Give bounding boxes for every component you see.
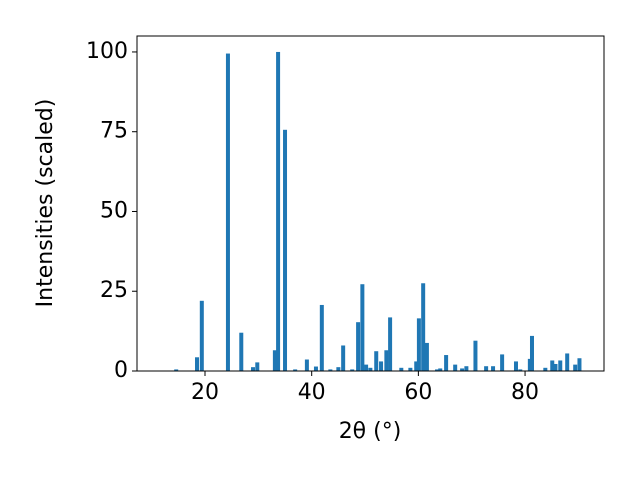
bar [199,300,204,371]
bar [360,284,365,371]
x-tick-label: 80 [511,380,539,405]
bar [350,369,355,371]
bar [460,368,465,371]
plot-frame [136,35,605,372]
bar [239,332,244,371]
bar [513,361,518,371]
bar [473,340,478,371]
bar [195,357,200,371]
bar [444,355,449,371]
y-axis-label: Intensities (scaled) [33,99,58,308]
bar [374,351,379,371]
bar [527,358,532,371]
bar [336,367,341,371]
bar [424,342,429,371]
bar [368,367,373,371]
bar [379,361,384,371]
bar [341,345,346,371]
bar [276,51,281,371]
bar [577,358,582,371]
x-tick-label: 40 [298,380,326,405]
bar [388,317,393,371]
bar [283,129,288,371]
bar [328,369,333,371]
bar [558,360,563,371]
bar [416,318,421,371]
bar [304,359,309,371]
bar [384,350,389,371]
bar [543,367,548,371]
bar [565,353,570,371]
bar [293,369,298,371]
bar [518,369,523,371]
bar [272,350,277,371]
bar [319,304,324,371]
bar [255,362,260,371]
bar [435,369,440,371]
bar [500,354,505,371]
bar [491,366,496,371]
bar [550,360,555,371]
bar [356,322,361,371]
x-tick-label: 20 [191,380,219,405]
x-tick-label: 60 [404,380,432,405]
x-axis-label: 2θ (°) [339,419,402,444]
y-tick-label: 75 [100,119,128,144]
bar [251,367,256,371]
bar [174,369,179,371]
bar [464,366,469,371]
bar [364,364,369,371]
y-tick-label: 50 [100,198,128,223]
bar [421,283,426,371]
bar [453,364,458,371]
y-tick-label: 0 [114,358,128,383]
bar [438,368,443,371]
bar [408,367,413,371]
bar [573,364,578,371]
bar [484,366,489,371]
y-tick-label: 25 [100,278,128,303]
bar [399,367,404,371]
bar [225,53,230,372]
y-tick-label: 100 [86,39,128,64]
bar [553,363,558,371]
bar [313,366,318,371]
bar [414,361,419,371]
bar [529,335,534,371]
